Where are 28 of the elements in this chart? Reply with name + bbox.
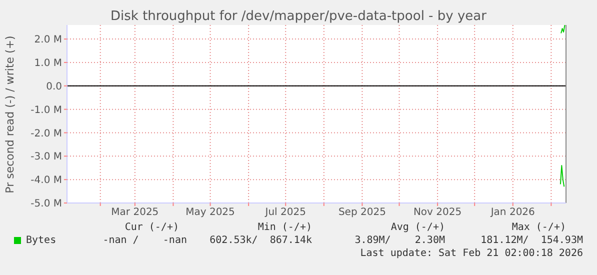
y-tick-label: 1.0 M xyxy=(34,58,62,70)
legend-label: Bytes xyxy=(26,235,56,246)
x-tick-label: Mar 2025 xyxy=(111,207,159,218)
text: Min (-/+) xyxy=(258,222,312,233)
text: Avg (-/+) xyxy=(390,222,445,233)
text: -nan / -nan xyxy=(102,235,187,246)
text: 181.12M/ 154.93M xyxy=(480,235,583,246)
x-tick-label: Nov 2025 xyxy=(413,207,462,218)
line-series xyxy=(560,25,566,34)
y-tick-label: -3.0 M xyxy=(30,152,62,163)
y-tick-label: 0.0 xyxy=(46,81,62,92)
y-tick-label: -2.0 M xyxy=(30,128,62,140)
y-tick-label: -1.0 M xyxy=(30,104,62,116)
y-tick-label: -4.0 M xyxy=(30,175,62,186)
y-tick-label: -5.0 M xyxy=(30,198,62,210)
x-tick-label: May 2025 xyxy=(186,207,235,218)
x-tick-label: Sep 2025 xyxy=(338,207,386,218)
y-axis-title: Pr second read (-) / write (+) xyxy=(4,35,17,193)
text: 3.89M/ 2.30M xyxy=(354,235,445,246)
chart-title: Disk throughput for /dev/mapper/pve-data-tpool - by year xyxy=(110,9,488,24)
x-tick-label: Jul 2025 xyxy=(264,207,306,218)
y-tick-label: 2.0 M xyxy=(34,34,62,46)
text: Max (-/+) xyxy=(512,222,566,233)
text: Last update: Sat Feb 21 02:00:18 2026 xyxy=(360,248,583,259)
text: 602.53k/ 867.14k xyxy=(210,235,312,246)
line-series xyxy=(560,165,565,188)
text: Cur (-/+) xyxy=(124,222,179,233)
x-tick-label: Jan 2026 xyxy=(490,207,535,218)
